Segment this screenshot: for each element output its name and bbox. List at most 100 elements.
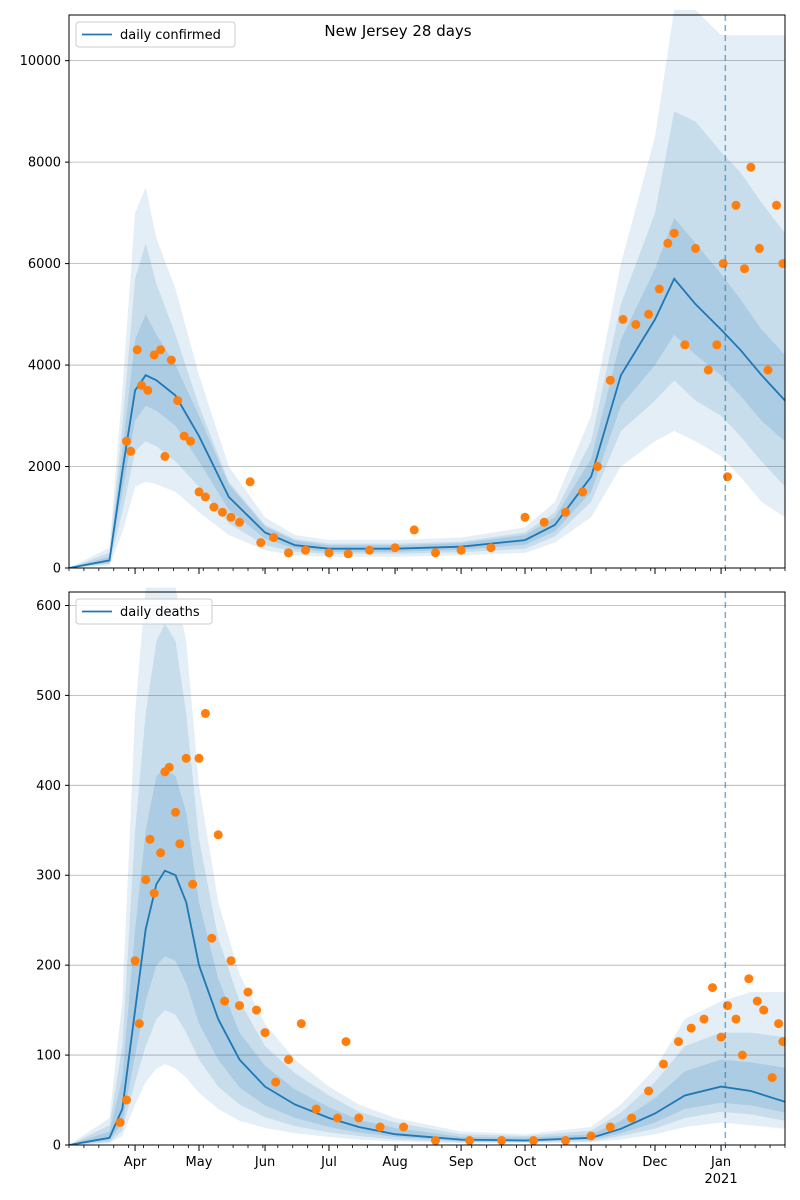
data-point: [520, 512, 530, 522]
data-point: [627, 1113, 637, 1123]
x-year-label: 2021: [705, 1172, 738, 1187]
data-point: [731, 1014, 741, 1024]
data-point: [718, 259, 728, 269]
uncertainty-band: [69, 111, 785, 569]
data-point: [194, 487, 204, 497]
data-point: [778, 259, 785, 269]
data-point: [134, 1019, 144, 1029]
data-point: [171, 807, 180, 817]
data-point: [341, 1037, 351, 1047]
data-point: [296, 1019, 306, 1029]
x-tick-label: May: [186, 1155, 213, 1170]
data-point: [186, 436, 195, 446]
data-point: [137, 380, 146, 390]
data-point: [141, 875, 151, 885]
data-point: [164, 762, 174, 772]
data-point: [301, 545, 310, 555]
x-tick-label: Jul: [320, 1155, 337, 1170]
data-point: [269, 533, 279, 543]
y-tick-label: 600: [36, 599, 61, 614]
data-point: [365, 545, 374, 555]
data-point: [333, 1113, 342, 1123]
legend-box: [75, 598, 213, 625]
data-point: [260, 1028, 270, 1038]
data-point: [539, 517, 549, 527]
data-point: [754, 243, 764, 253]
data-point: [593, 462, 602, 471]
data-point: [561, 1136, 570, 1145]
uncertainty-band: [69, 767, 785, 1145]
data-point: [390, 543, 400, 553]
data-point: [188, 879, 198, 889]
data-point: [644, 1086, 654, 1096]
data-point: [284, 548, 293, 558]
data-point: [759, 1005, 769, 1015]
x-tick-label: Jan: [710, 1155, 731, 1170]
data-point: [703, 365, 713, 375]
data-point: [778, 1037, 785, 1047]
data-point: [774, 1019, 784, 1029]
data-point: [465, 1136, 475, 1145]
data-point: [680, 340, 690, 350]
legend-box: [75, 21, 236, 48]
data-point: [691, 243, 700, 253]
data-point: [354, 1113, 364, 1123]
data-point: [243, 987, 253, 997]
data-point: [115, 1118, 125, 1127]
x-tick-label: Apr: [124, 1155, 147, 1170]
data-point: [431, 1136, 440, 1145]
data-point: [716, 1032, 726, 1042]
data-point: [284, 1055, 293, 1065]
chart-confirmed: 0 2000 4000 6000 8000 10000 daily confirmed: [20, 9, 786, 577]
data-point: [132, 345, 142, 355]
data-point: [209, 502, 219, 512]
data-point: [744, 974, 754, 984]
x-tick-label: Oct: [514, 1155, 536, 1170]
data-point: [156, 345, 166, 355]
data-point: [235, 1001, 244, 1011]
data-point: [605, 1122, 615, 1132]
data-point: [213, 830, 223, 840]
data-point: [586, 1131, 596, 1141]
x-tick-label: Dec: [642, 1155, 667, 1170]
y-tick-label: 500: [36, 689, 61, 704]
data-point: [235, 517, 244, 527]
data-point: [772, 200, 781, 210]
uncertainty-band: [69, 623, 785, 1145]
data-point: [226, 956, 236, 966]
data-point: [149, 888, 159, 898]
data-point: [654, 284, 664, 294]
data-point: [252, 1005, 261, 1015]
data-point: [723, 1001, 732, 1011]
data-point: [644, 309, 654, 319]
y-tick-label: 0: [53, 1139, 61, 1154]
data-point: [399, 1122, 409, 1132]
data-point: [200, 708, 210, 718]
data-point: [605, 375, 615, 385]
y-tick-label: 6000: [28, 257, 61, 272]
x-tick-label: Aug: [382, 1155, 407, 1170]
data-point: [181, 753, 191, 763]
uncertainty-band: [69, 587, 785, 1145]
data-point: [149, 350, 159, 360]
data-point: [686, 1023, 696, 1033]
data-point: [561, 507, 570, 517]
y-tick-label: 300: [36, 869, 61, 884]
data-point: [699, 1014, 709, 1024]
data-point: [674, 1037, 683, 1047]
data-point: [271, 1077, 281, 1087]
data-point: [343, 549, 353, 559]
data-point: [130, 956, 140, 966]
data-point: [409, 525, 419, 535]
y-tick-label: 10000: [20, 54, 61, 69]
y-tick-label: 400: [36, 779, 61, 794]
data-point: [663, 238, 673, 248]
data-point: [160, 451, 170, 461]
data-point: [245, 477, 255, 487]
data-point: [226, 512, 236, 522]
data-point: [200, 492, 210, 502]
data-point: [256, 538, 266, 548]
y-tick-label: 4000: [28, 359, 61, 374]
data-point: [311, 1104, 321, 1114]
legend-label: daily deaths: [120, 605, 200, 620]
